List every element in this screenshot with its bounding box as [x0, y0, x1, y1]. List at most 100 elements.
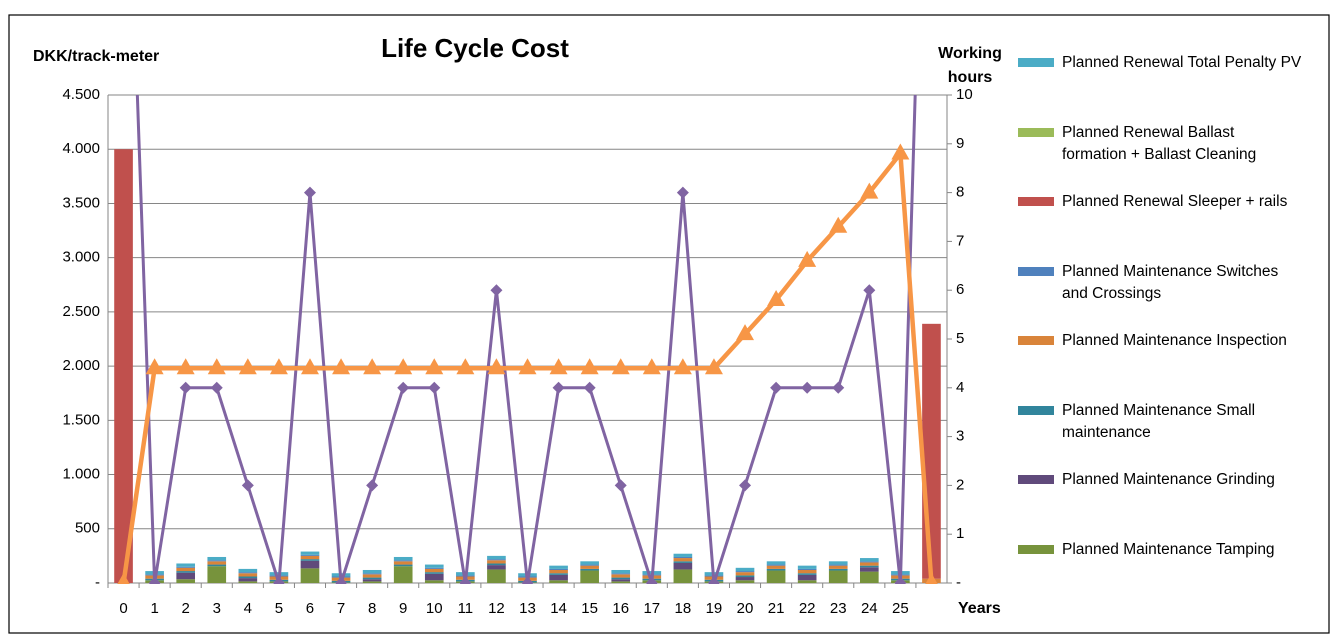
- x-tick-label: 1: [150, 600, 158, 617]
- line-marker: [148, 577, 161, 584]
- bar-segment: [300, 555, 320, 560]
- bar-segment: [176, 579, 196, 583]
- bar-segment: [673, 569, 693, 583]
- legend-label: Planned Maintenance Tamping: [1062, 540, 1275, 558]
- legend-swatch: [1018, 336, 1054, 345]
- bar-segment: [797, 580, 817, 583]
- bar-segment: [580, 561, 599, 565]
- bar-segment: [611, 579, 631, 582]
- y-tick-label: 2.500: [62, 303, 100, 320]
- x-tick-label: 0: [119, 600, 127, 617]
- x-tick-label: 8: [368, 600, 376, 617]
- bar-segment: [362, 573, 382, 575]
- bar-segment: [673, 562, 693, 570]
- bar-segment: [766, 568, 786, 571]
- x-tick-label: 9: [399, 600, 407, 617]
- bar-segment: [176, 571, 196, 573]
- bar-segment: [797, 565, 817, 569]
- bar-segment: [238, 578, 258, 582]
- line-marker: [891, 143, 910, 160]
- line-marker: [736, 324, 755, 341]
- bar-segment: [859, 571, 879, 583]
- bar-segment: [735, 575, 755, 578]
- legend-item: Planned Maintenance Tamping: [1018, 539, 1302, 561]
- bar-segment: [766, 570, 786, 583]
- bar-segment: [766, 564, 786, 566]
- bar-segment: [859, 558, 879, 562]
- x-tick-label: 11: [458, 600, 474, 617]
- x-tick-label: 10: [426, 600, 443, 617]
- bar-segment: [735, 580, 755, 583]
- legend-swatch: [1018, 544, 1054, 554]
- x-tick-label: 21: [768, 600, 785, 617]
- y2-tick-label: -: [956, 574, 961, 591]
- y2-tick-label: 10: [956, 86, 973, 103]
- legend-label: Planned Renewal Sleeper + rails: [1062, 193, 1288, 210]
- bar-segment: [424, 567, 444, 569]
- line-marker: [518, 358, 537, 375]
- bar-segment: [393, 564, 413, 567]
- chart-title: Life Cycle Cost: [381, 33, 569, 63]
- line-marker: [241, 479, 254, 492]
- bar-segment: [611, 574, 631, 578]
- line-marker: [767, 289, 786, 306]
- bar-segment: [735, 572, 755, 576]
- line-marker: [614, 479, 627, 492]
- bar-segment: [300, 560, 320, 569]
- y2-tick-label: 8: [956, 184, 964, 201]
- x-tick-label: 3: [213, 600, 221, 617]
- y2-tick-label: 6: [956, 281, 964, 298]
- bar-segment: [207, 566, 227, 583]
- bar-segment: [828, 565, 848, 569]
- y2-tick-label: 2: [956, 476, 964, 493]
- legend-label: Planned Maintenance Switches and Crossin…: [1062, 262, 1279, 302]
- bar-segment: [487, 559, 506, 561]
- x-tick-label: 25: [892, 600, 909, 617]
- x-tick-label: 7: [337, 600, 345, 617]
- line-marker: [425, 358, 444, 375]
- legend-label: Planned Maintenance Grinding: [1062, 471, 1275, 488]
- y-tick-label: 4.500: [62, 86, 100, 103]
- legend-label: Planned Renewal Total Penalty PV: [1062, 54, 1302, 71]
- x-tick-label: 20: [737, 600, 754, 617]
- bar-segment: [859, 565, 879, 568]
- bar-segment: [859, 561, 879, 563]
- x-tick-label: 17: [643, 600, 660, 617]
- legend-item: Planned Renewal Ballast formation + Ball…: [1018, 122, 1302, 166]
- legend-item: Planned Maintenance Inspection: [1018, 330, 1302, 352]
- line-marker: [117, 573, 130, 584]
- legend-swatch: [1018, 127, 1054, 137]
- line-marker: [490, 284, 503, 297]
- bar-segment: [424, 564, 444, 568]
- bar-segment: [207, 556, 227, 561]
- line-marker: [801, 381, 814, 394]
- line-marker: [611, 358, 630, 375]
- bar-segment: [238, 572, 258, 574]
- bar-segment: [580, 570, 599, 583]
- line-marker: [676, 186, 689, 199]
- y2-tick-label: 9: [956, 135, 964, 152]
- bar-segment: [207, 560, 227, 562]
- legend-swatch: [1018, 266, 1054, 276]
- x-tick-label: 15: [581, 600, 598, 617]
- bar-segment: [207, 561, 227, 565]
- line-marker: [207, 358, 226, 375]
- line-marker: [521, 577, 534, 584]
- line-marker: [428, 381, 441, 394]
- y-axis-label: DKK/track-meter: [33, 48, 159, 65]
- line-marker: [176, 358, 195, 375]
- bar-segment: [393, 560, 413, 562]
- line-marker: [300, 358, 319, 375]
- bar-segment: [362, 581, 382, 583]
- bar-segment: [611, 569, 631, 574]
- bar-segment: [580, 564, 599, 566]
- y2-tick-label: 4: [956, 379, 964, 396]
- line-marker: [583, 381, 596, 394]
- y2-tick-label: 7: [956, 232, 964, 249]
- y-tick-label: 3.000: [62, 249, 100, 266]
- bar-segment: [424, 573, 444, 581]
- bar-segment: [238, 568, 258, 573]
- bar-segment: [673, 553, 693, 557]
- line-marker: [580, 358, 599, 375]
- line-marker: [335, 577, 348, 584]
